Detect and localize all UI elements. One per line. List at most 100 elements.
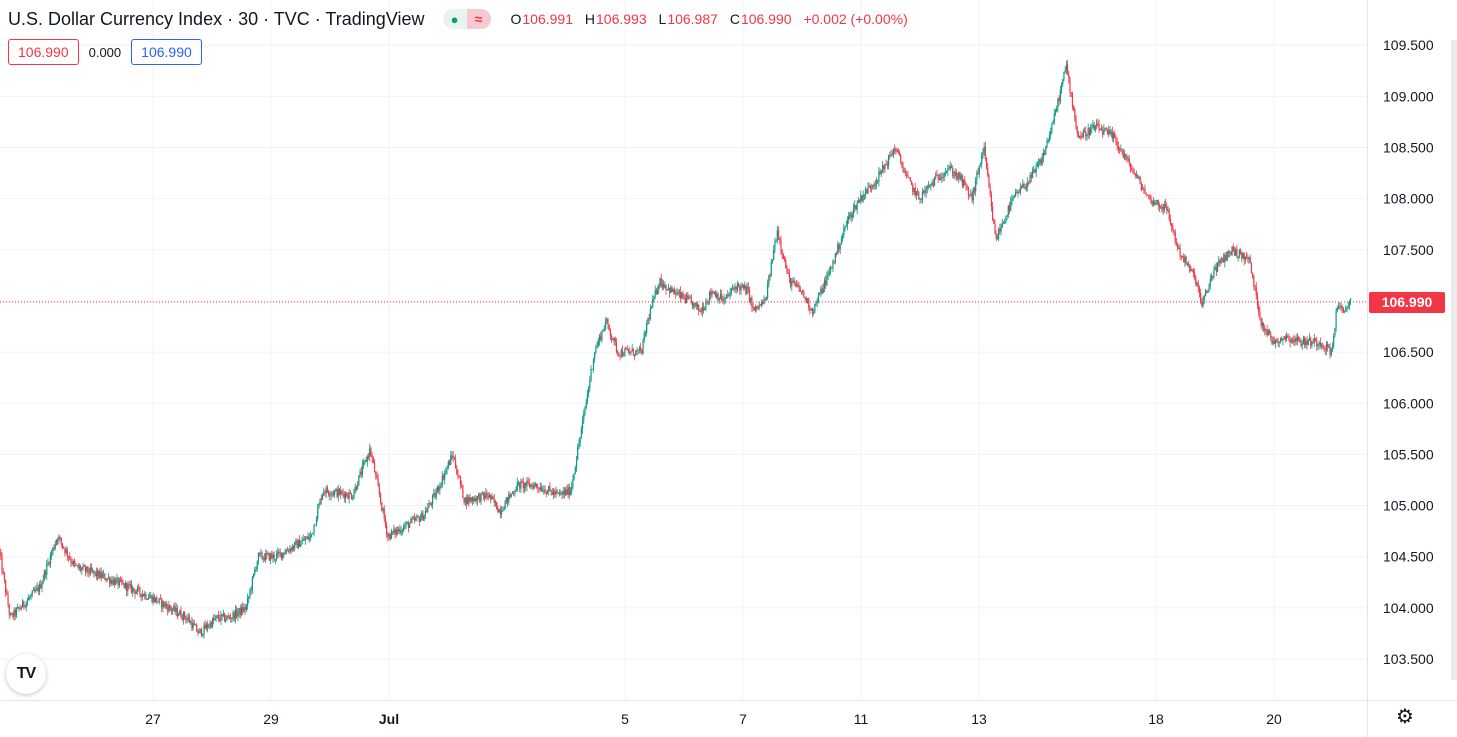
gear-icon[interactable]: ⚙	[1396, 706, 1414, 728]
candle-body	[1225, 254, 1227, 261]
candle-body	[979, 163, 982, 166]
candle-body	[713, 292, 716, 294]
candle-body	[291, 546, 293, 551]
status-badge[interactable]: ● ≈	[442, 9, 491, 29]
candle-body	[1261, 322, 1263, 326]
candle-body	[1073, 106, 1075, 110]
candle-body	[721, 293, 723, 301]
candle-body	[826, 275, 828, 286]
candle-body	[1074, 109, 1076, 119]
candle-body	[878, 171, 880, 182]
candle-body	[262, 558, 264, 560]
candle-body	[164, 604, 166, 607]
candle-body	[450, 455, 452, 465]
candle-body	[282, 552, 284, 558]
y-tick-label: 105.000	[1383, 498, 1434, 514]
candle-body	[1050, 132, 1052, 135]
candle-body	[806, 298, 809, 303]
buy-button[interactable]: 106.990	[131, 39, 202, 65]
candle-body	[226, 616, 228, 620]
candle-body	[1270, 334, 1272, 338]
candle-body	[176, 607, 178, 616]
candle-body	[624, 348, 626, 356]
candle-body	[207, 624, 209, 628]
candle-body	[1104, 128, 1106, 130]
candle-body	[1262, 322, 1265, 328]
candle-body	[1045, 146, 1047, 155]
candle-body	[556, 491, 558, 493]
candle-body	[1085, 131, 1087, 137]
candle-body	[106, 578, 108, 581]
candle-body	[788, 273, 791, 279]
sell-button[interactable]: 106.990	[8, 39, 79, 65]
candle-body	[1155, 202, 1157, 204]
candle-body	[835, 253, 838, 255]
candle-body	[1247, 258, 1249, 260]
candle-body	[263, 558, 266, 561]
candle-body	[77, 565, 79, 569]
candle-body	[1125, 154, 1127, 158]
candle-body	[1181, 256, 1184, 258]
candle-body	[1008, 205, 1011, 211]
candle-body	[539, 487, 541, 490]
candle-body	[1092, 124, 1094, 129]
candle-body	[55, 540, 58, 545]
candle-body	[913, 187, 915, 193]
candle-body	[18, 607, 20, 609]
candle-body	[112, 579, 114, 584]
candle-body	[444, 473, 446, 480]
symbol-title[interactable]: U.S. Dollar Currency Index · 30 · TVC · …	[8, 8, 425, 29]
candle-body	[1212, 276, 1214, 278]
candle-body	[837, 244, 839, 255]
candle-body	[884, 163, 886, 169]
scrollbar[interactable]	[1451, 40, 1457, 680]
candle-body	[90, 567, 93, 572]
candle-body	[124, 582, 126, 588]
candle-body	[82, 565, 84, 569]
candle-body	[1306, 340, 1308, 345]
candle-body	[1265, 329, 1267, 331]
candle-body	[1317, 344, 1319, 347]
candle-body	[343, 494, 345, 499]
candle-body	[742, 285, 745, 289]
candle-body	[805, 297, 807, 303]
candle-body	[69, 557, 71, 559]
candle-body	[534, 483, 537, 485]
candle-body	[1017, 191, 1019, 194]
candle-body	[538, 488, 540, 490]
candle-body	[1056, 108, 1058, 112]
candle-body	[283, 552, 285, 555]
candle-body	[1197, 283, 1199, 288]
candle-body	[342, 492, 344, 495]
candle-body	[776, 230, 778, 241]
candle-body	[19, 608, 21, 610]
candle-body	[904, 171, 907, 175]
candle-body	[308, 536, 310, 540]
candle-body	[565, 489, 567, 495]
candle-body	[687, 295, 689, 299]
candle-body	[554, 491, 556, 495]
candle-body	[479, 494, 481, 502]
candle-body	[857, 200, 859, 203]
candle-body	[340, 490, 342, 495]
candle-body	[337, 488, 339, 497]
candle-body	[341, 490, 343, 493]
candle-body	[1094, 125, 1097, 131]
candle-body	[475, 498, 477, 502]
candle-body	[1031, 170, 1034, 179]
candle-body	[1086, 134, 1088, 137]
candle-body	[1236, 248, 1238, 258]
candle-body	[600, 335, 602, 340]
candle-body	[976, 172, 978, 180]
candle-body	[294, 542, 296, 549]
candle-body	[1024, 187, 1026, 189]
candle-body	[1293, 340, 1295, 343]
y-tick-label: 109.000	[1383, 88, 1434, 104]
candle-body	[796, 283, 798, 287]
candle-body	[1054, 111, 1057, 114]
candle-body	[846, 220, 849, 226]
candle-body	[592, 359, 595, 370]
tradingview-logo[interactable]: TV	[6, 654, 46, 694]
candle-body	[11, 613, 13, 615]
